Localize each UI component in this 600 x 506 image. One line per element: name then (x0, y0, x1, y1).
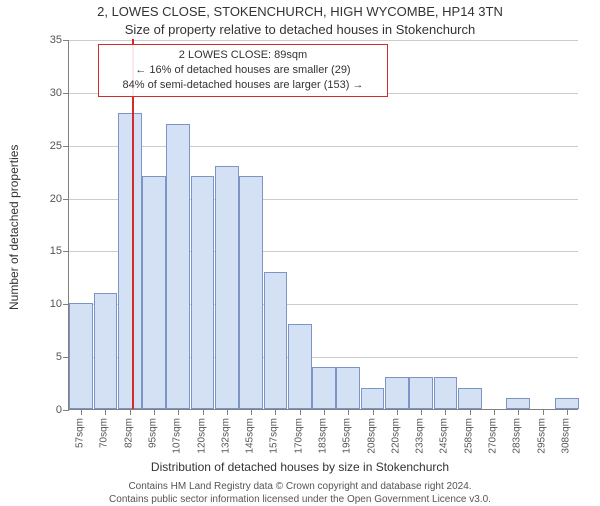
footer-line1: Contains HM Land Registry data © Crown c… (0, 480, 600, 493)
x-tick (178, 409, 179, 415)
x-tick-label: 295sqm (536, 418, 547, 454)
bar (506, 398, 530, 409)
x-tick-label: 308sqm (560, 418, 571, 454)
x-tick-label: 195sqm (342, 418, 353, 454)
x-tick-label: 208sqm (366, 418, 377, 454)
x-tick (300, 409, 301, 415)
chart-container: 2, LOWES CLOSE, STOKENCHURCH, HIGH WYCOM… (0, 0, 600, 500)
x-tick-label: 270sqm (488, 418, 499, 454)
bar (69, 303, 93, 409)
y-tick (63, 93, 69, 94)
x-tick (543, 409, 544, 415)
footer-text: Contains HM Land Registry data © Crown c… (0, 480, 600, 506)
x-tick-label: 170sqm (293, 418, 304, 454)
x-tick (81, 409, 82, 415)
chart-title-line1: 2, LOWES CLOSE, STOKENCHURCH, HIGH WYCOM… (0, 4, 600, 19)
y-tick (63, 251, 69, 252)
y-tick (63, 146, 69, 147)
bar (264, 272, 288, 409)
x-tick-label: 183sqm (318, 418, 329, 454)
y-tick-label: 30 (32, 87, 62, 99)
x-tick (275, 409, 276, 415)
annotation-line: ← 16% of detached houses are smaller (29… (105, 63, 381, 78)
x-tick-label: 220sqm (390, 418, 401, 454)
x-tick-label: 107sqm (172, 418, 183, 454)
y-tick-label: 10 (32, 298, 62, 310)
bar (409, 377, 433, 409)
x-tick (397, 409, 398, 415)
x-tick (421, 409, 422, 415)
y-tick-label: 15 (32, 245, 62, 257)
x-tick-label: 283sqm (512, 418, 523, 454)
y-tick-label: 35 (32, 34, 62, 46)
bar (239, 176, 263, 409)
x-tick-label: 82sqm (123, 418, 134, 448)
x-tick-label: 233sqm (415, 418, 426, 454)
bar (312, 367, 336, 409)
bar (434, 377, 458, 409)
x-tick (567, 409, 568, 415)
x-tick-label: 70sqm (99, 418, 110, 448)
bar (215, 166, 239, 409)
bar (361, 388, 385, 409)
grid-line (69, 146, 578, 147)
bar (385, 377, 409, 409)
annotation-line: 2 LOWES CLOSE: 89sqm (105, 48, 381, 63)
bar (166, 124, 190, 409)
x-tick-label: 157sqm (269, 418, 280, 454)
x-tick (494, 409, 495, 415)
y-tick (63, 357, 69, 358)
y-axis-title: Number of detached properties (7, 145, 21, 310)
x-tick (445, 409, 446, 415)
bar (336, 367, 360, 409)
y-tick (63, 304, 69, 305)
y-tick-label: 0 (32, 404, 62, 416)
bar (191, 176, 215, 409)
bar (288, 324, 312, 409)
x-tick (518, 409, 519, 415)
bar (458, 388, 482, 409)
chart-title-line2: Size of property relative to detached ho… (0, 22, 600, 37)
x-tick-label: 57sqm (75, 418, 86, 448)
bar (118, 113, 142, 409)
x-tick-label: 132sqm (220, 418, 231, 454)
y-tick (63, 40, 69, 41)
x-tick (130, 409, 131, 415)
y-tick-label: 5 (32, 351, 62, 363)
annotation-box: 2 LOWES CLOSE: 89sqm← 16% of detached ho… (98, 44, 388, 97)
x-tick (105, 409, 106, 415)
x-tick (373, 409, 374, 415)
y-tick (63, 199, 69, 200)
bar (555, 398, 579, 409)
x-tick (324, 409, 325, 415)
y-tick (63, 410, 69, 411)
x-tick (154, 409, 155, 415)
x-tick-label: 145sqm (245, 418, 256, 454)
x-axis-title: Distribution of detached houses by size … (0, 460, 600, 474)
x-tick-label: 120sqm (196, 418, 207, 454)
x-tick-label: 95sqm (148, 418, 159, 448)
grid-line (69, 40, 578, 41)
x-tick-label: 258sqm (463, 418, 474, 454)
x-tick-label: 245sqm (439, 418, 450, 454)
x-tick (470, 409, 471, 415)
bar (94, 293, 118, 409)
annotation-line: 84% of semi-detached houses are larger (… (105, 78, 381, 93)
y-tick-label: 25 (32, 140, 62, 152)
x-tick (203, 409, 204, 415)
y-tick-label: 20 (32, 193, 62, 205)
bar (142, 176, 166, 409)
x-tick (348, 409, 349, 415)
x-tick (251, 409, 252, 415)
x-tick (227, 409, 228, 415)
